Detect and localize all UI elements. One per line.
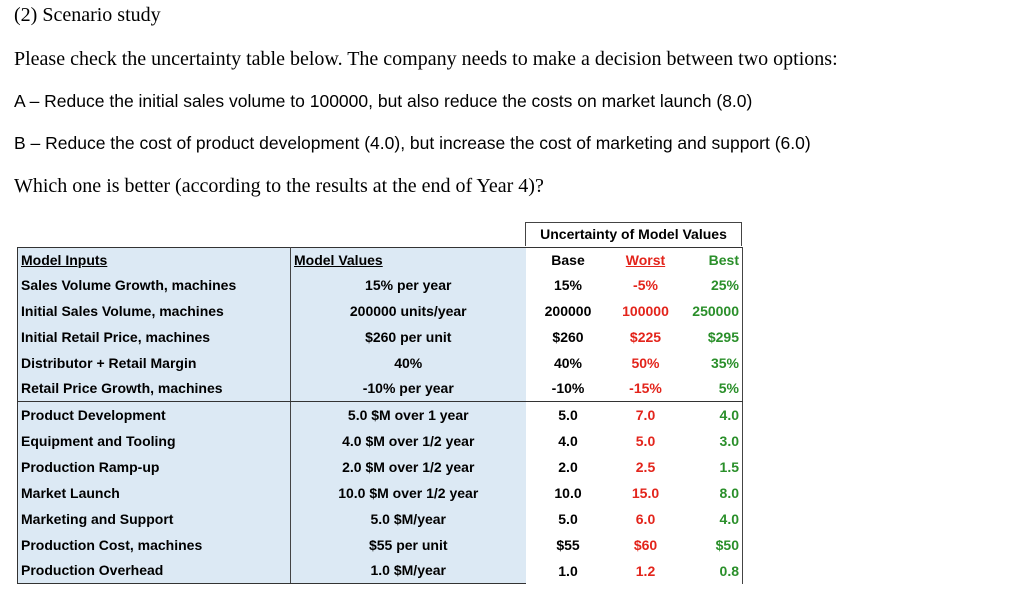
table-cell: 15% per year [290, 271, 526, 298]
table-cell: Product Development [17, 401, 291, 428]
column-header: Worst [610, 247, 681, 272]
table-cell: 1.0 [558, 562, 578, 579]
table-cell: 25% [680, 271, 743, 298]
table-cell: 2.0 [558, 458, 578, 475]
table-cell: 1.0 $M/year [290, 557, 526, 584]
table-cell: $55 [556, 536, 580, 553]
table-cell: 8.0 [680, 479, 743, 506]
table-cell: Initial Retail Price, machines [17, 323, 291, 350]
table-cell: 2.0 $M over 1/2 year [290, 453, 526, 480]
table-cell: 40% [290, 349, 526, 376]
heading: (2) Scenario study [14, 4, 161, 26]
header-row: Model Inputs Model Values Base Worst Best [17, 247, 743, 272]
column-header: Best [680, 247, 743, 272]
table-row: Distributor + Retail Margin 40% 40% 50% 35% [17, 349, 743, 376]
table-cell: 10.0 $M over 1/2 year [290, 479, 526, 506]
table-cell: 1.5 [680, 453, 743, 480]
table-cell: 4.0 $M over 1/2 year [290, 427, 526, 454]
table-cell: 250000 [680, 297, 743, 324]
paragraph: Please check the uncertainty table below… [14, 48, 838, 70]
uncertainty-title: Uncertainty of Model Values [525, 222, 742, 246]
table-cell: $60 [633, 536, 658, 553]
table-cell: -15% [610, 375, 681, 402]
table-cell: 200000 units/year [290, 297, 526, 324]
table-row: Equipment and Tooling 4.0 $M over 1/2 yea… [17, 427, 743, 454]
table-cell: Production Cost, machines [17, 531, 291, 558]
table-cell: Equipment and Tooling [17, 427, 291, 454]
table-cell: 7.0 [635, 406, 656, 423]
table-row: Marketing and Support 5.0 $M/year 5.0 6.0 4.… [17, 505, 743, 532]
table-cell: 10.0 [554, 484, 582, 501]
table-cell: $260 per unit [290, 323, 526, 350]
table-cell: 4.0 [680, 401, 743, 428]
table-cell: 5.0 [635, 432, 656, 449]
table-row: Initial Retail Price, machines $260 per u… [17, 323, 743, 350]
table-cell: 0.8 [680, 557, 743, 584]
table-cell: 200000 [544, 302, 592, 319]
table-cell: 5.0 $M over 1 year [290, 401, 526, 428]
table-cell: $295 [680, 323, 743, 350]
table-cell: Sales Volume Growth, machines [17, 271, 291, 298]
table-cell: $50 [680, 531, 743, 558]
table-cell: 50% [631, 354, 660, 371]
table: Model Inputs Model Values Base Worst Best Sal… [17, 247, 743, 584]
table-cell: 3.0 [680, 427, 743, 454]
table-row: Production Overhead 1.0 $M/year 1.0 1.2 0.8 [17, 557, 743, 584]
table-cell: Initial Sales Volume, machines [17, 297, 291, 324]
table-cell: 15.0 [631, 484, 660, 501]
table-cell: Market Launch [17, 479, 291, 506]
table-cell: Production Ramp-up [17, 453, 291, 480]
table-cell: 4.0 [680, 505, 743, 532]
table-cell: $225 [629, 328, 662, 345]
table-cell: 40% [553, 354, 583, 371]
table-cell: -10% [525, 375, 611, 402]
table-row: Market Launch 10.0 $M over 1/2 year 10.0 15… [17, 479, 743, 506]
table-cell: 2.5 [635, 458, 656, 475]
table-cell: $260 [552, 328, 584, 345]
table-row: Production Cost, machines $55 per unit $55… [17, 531, 743, 558]
table-cell: -5% [633, 276, 658, 293]
table-cell: 15% [553, 276, 583, 293]
table-cell: -10% per year [290, 375, 526, 402]
table-cell: 5.0 $M/year [290, 505, 526, 532]
table-cell: 6.0 [635, 510, 656, 527]
option-b: B – Reduce the cost of product developme… [14, 133, 811, 153]
table-row: Initial Sales Volume, machines 200000 uni… [17, 297, 743, 324]
table-row: Retail Price Growth, machines -10% per ye… [17, 375, 743, 402]
table-cell: Production Overhead [17, 557, 291, 584]
table-row: Production Ramp-up 2.0 $M over 1/2 year 2.… [17, 453, 743, 480]
table-cell: 5.0 [558, 510, 578, 527]
option-a: A – Reduce the initial sales volume to 1… [14, 91, 753, 111]
table-cell: Marketing and Support [17, 505, 291, 532]
table-cell: 5.0 [558, 406, 578, 423]
table-cell: 35% [680, 349, 743, 376]
table-row: Product Development 5.0 $M over 1 year 5.0… [17, 401, 743, 428]
table-cell: $55 per unit [290, 531, 526, 558]
column-header: Model Values [290, 247, 526, 272]
table-cell: 100000 [622, 302, 669, 319]
column-header: Base [525, 247, 611, 272]
table-cell: 5% [680, 375, 743, 402]
column-header: Model Inputs [17, 247, 291, 272]
table-row: Sales Volume Growth, machines 15% per yea… [17, 271, 743, 298]
table-cell: Retail Price Growth, machines [17, 375, 291, 402]
table-cell: Distributor + Retail Margin [17, 349, 291, 376]
table-cell: 4.0 [558, 432, 578, 449]
table-cell: 1.2 [635, 562, 656, 579]
question: Which one is better (according to the re… [14, 175, 544, 197]
